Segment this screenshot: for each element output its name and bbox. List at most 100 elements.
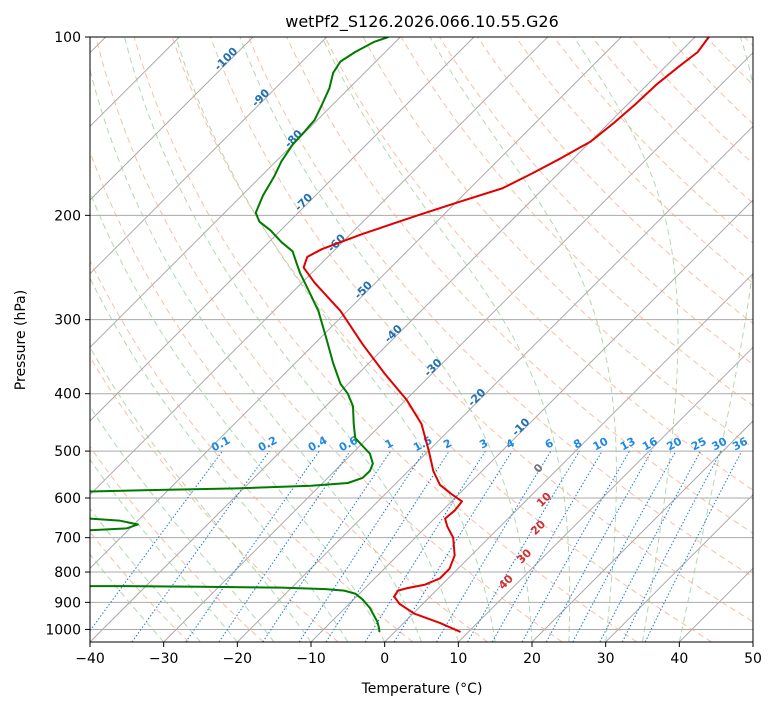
moist-adiabat-label: 40 bbox=[496, 572, 516, 592]
isotherm-label: -10 bbox=[509, 415, 532, 438]
mixing-ratio-line bbox=[467, 450, 580, 642]
x-tick-label: 0 bbox=[380, 651, 389, 667]
moist-adiabat bbox=[90, 67, 422, 642]
x-tick-label: 20 bbox=[523, 651, 541, 667]
isotherm-line bbox=[678, 567, 753, 642]
plot-clip-group: 0.1 0.2 0.4 0.6 1 1.5 2 3 4 6 8 10 13 16 20 25 30 36-100-… bbox=[90, 37, 753, 642]
mixing-ratio-line bbox=[599, 450, 701, 642]
mixing-ratio-line bbox=[90, 450, 223, 632]
moist-adiabat-label: 0 bbox=[531, 461, 546, 476]
y-tick-label: 400 bbox=[54, 387, 81, 403]
moist-adiabat-label: 30 bbox=[514, 546, 534, 566]
y-tick-label: 300 bbox=[54, 313, 81, 329]
isotherm-line bbox=[90, 37, 254, 201]
dry-adiabat bbox=[400, 37, 753, 407]
isotherm-line bbox=[457, 346, 753, 642]
mixing-ratio-line bbox=[364, 450, 486, 642]
mixing-ratio-label: 36 bbox=[730, 435, 750, 454]
mixing-ratio-label: 25 bbox=[689, 435, 709, 454]
x-tick-label: −30 bbox=[149, 651, 179, 667]
dry-adiabat bbox=[90, 150, 488, 642]
dry-adiabat bbox=[324, 37, 753, 491]
y-tick-label: 1000 bbox=[45, 622, 81, 638]
isotherm-label: -20 bbox=[465, 386, 488, 409]
y-tick-label: 600 bbox=[54, 491, 81, 507]
isotherm-label: -90 bbox=[249, 86, 272, 109]
temperature-profile bbox=[302, 37, 710, 633]
moist-adiabat bbox=[429, 37, 617, 642]
isotherm-line bbox=[236, 125, 753, 642]
moist-adiabat bbox=[678, 37, 753, 642]
dry-adiabat bbox=[668, 37, 753, 125]
mixing-ratio-label: 6 bbox=[543, 436, 556, 451]
moist-adiabat bbox=[124, 37, 459, 642]
isotherm-line bbox=[90, 37, 401, 349]
dry-adiabat bbox=[248, 37, 753, 578]
moist-adiabat bbox=[90, 553, 165, 642]
mixing-ratio-line bbox=[572, 450, 677, 642]
plot-frame bbox=[89, 36, 754, 643]
mixing-ratio-line bbox=[325, 450, 450, 642]
x-tick-label: −40 bbox=[75, 651, 105, 667]
chart-title: wetPf2_S126.2026.066.10.55.G26 bbox=[285, 12, 559, 32]
mixing-ratio-line bbox=[298, 450, 425, 642]
mixing-ratio-line bbox=[545, 450, 653, 642]
isotherm-label: -80 bbox=[282, 127, 305, 150]
mixing-ratio-label: 2 bbox=[441, 436, 454, 451]
isotherm-label: -40 bbox=[382, 322, 405, 345]
dry-adiabat bbox=[210, 37, 753, 623]
y-tick-label: 800 bbox=[54, 565, 81, 581]
dry-adiabat bbox=[362, 37, 753, 449]
dry-adiabat bbox=[133, 37, 638, 642]
plot-area: 0.1 0.2 0.4 0.6 1 1.5 2 3 4 6 8 10 13 16 20 25 30 36-100-… bbox=[90, 37, 753, 642]
y-tick-label: 900 bbox=[54, 595, 81, 611]
moist-adiabat bbox=[90, 458, 238, 642]
isotherm-label: -50 bbox=[352, 278, 375, 301]
dry-adiabat bbox=[591, 37, 753, 204]
mixing-ratio-label: 16 bbox=[640, 435, 660, 454]
isotherm-line bbox=[605, 493, 753, 642]
mixing-ratio-label: 20 bbox=[664, 435, 684, 454]
y-tick-label: 700 bbox=[54, 531, 81, 547]
dry-adiabat bbox=[629, 37, 753, 165]
moist-adiabat bbox=[239, 37, 533, 642]
dry-adiabat bbox=[553, 37, 753, 244]
dry-adiabat bbox=[90, 445, 264, 642]
mixing-ratio-label: 4 bbox=[504, 436, 517, 451]
isotherm-line bbox=[90, 37, 622, 570]
axis-ticks: −40 −30 −20 −10 0 10 20 30 40 5010020030040050060… bbox=[45, 30, 762, 667]
mixing-ratio-line bbox=[644, 450, 743, 642]
dry-adiabat bbox=[515, 37, 753, 284]
mixing-ratio-line bbox=[393, 450, 513, 642]
isotherm-label: -30 bbox=[421, 356, 444, 379]
isotherm-line bbox=[310, 199, 753, 642]
moist-adiabat bbox=[90, 405, 275, 642]
moist-adiabat bbox=[90, 507, 201, 642]
mixing-ratio-line bbox=[435, 450, 552, 642]
mixing-ratio-label: 10 bbox=[591, 435, 611, 454]
mixing-ratio-line bbox=[185, 450, 320, 642]
moist-adiabat bbox=[573, 37, 679, 642]
moist-adiabat bbox=[175, 37, 496, 642]
dry-adiabat bbox=[95, 37, 563, 642]
x-axis-label: Temperature (°C) bbox=[361, 681, 483, 697]
mixing-ratio-label: 30 bbox=[710, 435, 730, 454]
mixing-ratio-line bbox=[262, 450, 392, 642]
x-tick-label: −10 bbox=[296, 651, 326, 667]
mixing-ratio-line bbox=[218, 450, 351, 642]
moist-adiabat-label: 20 bbox=[528, 517, 548, 537]
isotherm-line bbox=[384, 272, 753, 642]
dry-adiabat bbox=[744, 37, 753, 47]
x-tick-label: 40 bbox=[670, 651, 688, 667]
y-tick-label: 500 bbox=[54, 444, 81, 460]
isotherm-line bbox=[752, 641, 753, 642]
isotherm-label: -70 bbox=[292, 190, 315, 213]
moist-adiabat bbox=[90, 277, 349, 642]
mixing-ratio-line bbox=[521, 450, 630, 642]
x-tick-label: −20 bbox=[223, 651, 253, 667]
y-axis-label: Pressure (hPa) bbox=[13, 290, 29, 390]
y-tick-label: 100 bbox=[54, 30, 81, 46]
moist-adiabat bbox=[90, 190, 386, 642]
isotherm-line bbox=[163, 51, 753, 642]
